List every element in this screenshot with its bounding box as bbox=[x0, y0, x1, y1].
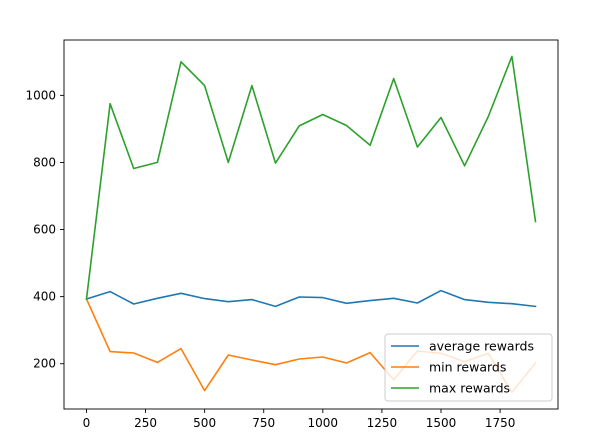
y-tick-label: 800 bbox=[33, 155, 56, 169]
x-tick-label: 750 bbox=[252, 416, 275, 430]
y-tick-label: 600 bbox=[33, 223, 56, 237]
x-tick-label: 1500 bbox=[426, 416, 457, 430]
legend: average rewards min rewards max rewards bbox=[384, 333, 553, 402]
y-tick-label: 200 bbox=[33, 357, 56, 371]
x-tick-label: 1000 bbox=[308, 416, 339, 430]
legend-box bbox=[384, 333, 553, 402]
legend-label: max rewards bbox=[429, 381, 510, 396]
series-line-max-rewards bbox=[85, 55, 537, 300]
y-axis: 200 400 600 800 1000 bbox=[25, 88, 64, 371]
x-tick-label: 0 bbox=[83, 416, 91, 430]
y-tick-label: 400 bbox=[33, 290, 56, 304]
x-tick-label: 250 bbox=[134, 416, 157, 430]
y-tick-label: 1000 bbox=[25, 88, 56, 102]
x-axis: 0 250 500 750 1000 1250 1500 1750 bbox=[83, 409, 516, 430]
legend-label: average rewards bbox=[429, 339, 534, 354]
x-tick-label: 1750 bbox=[485, 416, 516, 430]
plot-frame bbox=[63, 39, 559, 410]
series-line-average-rewards bbox=[85, 289, 537, 308]
x-tick-label: 500 bbox=[193, 416, 216, 430]
legend-label: min rewards bbox=[429, 360, 506, 375]
x-tick-label: 1250 bbox=[367, 416, 398, 430]
